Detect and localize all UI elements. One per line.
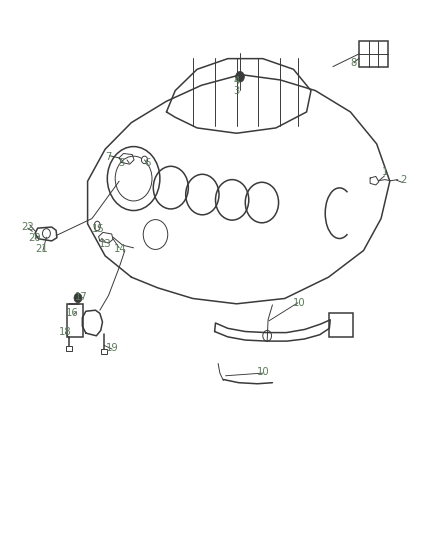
Text: 20: 20 [28, 233, 40, 243]
Text: 15: 15 [92, 224, 105, 233]
Bar [359, 41, 388, 67]
Bar [329, 313, 353, 337]
Circle shape [74, 293, 82, 303]
Text: 10: 10 [293, 298, 305, 308]
Text: 16: 16 [66, 309, 79, 318]
Text: 22: 22 [21, 222, 34, 232]
Text: 17: 17 [75, 292, 88, 302]
Circle shape [141, 156, 148, 164]
Text: 18: 18 [59, 327, 71, 336]
Text: 1: 1 [381, 167, 388, 176]
Text: 6: 6 [144, 158, 150, 168]
Bar [66, 346, 72, 351]
Text: 14: 14 [114, 245, 126, 254]
Text: 5: 5 [118, 158, 124, 168]
Text: 19: 19 [106, 343, 119, 352]
Text: 10: 10 [257, 367, 269, 377]
Text: 3: 3 [233, 86, 240, 95]
Text: 2: 2 [400, 175, 406, 184]
Text: 7: 7 [106, 152, 112, 161]
Text: 13: 13 [99, 239, 111, 248]
Text: 4: 4 [233, 76, 240, 86]
Bar [67, 304, 83, 337]
Text: 8: 8 [350, 58, 356, 68]
Circle shape [42, 229, 50, 238]
Bar [101, 349, 107, 354]
Circle shape [236, 71, 244, 82]
Text: 21: 21 [35, 245, 49, 254]
